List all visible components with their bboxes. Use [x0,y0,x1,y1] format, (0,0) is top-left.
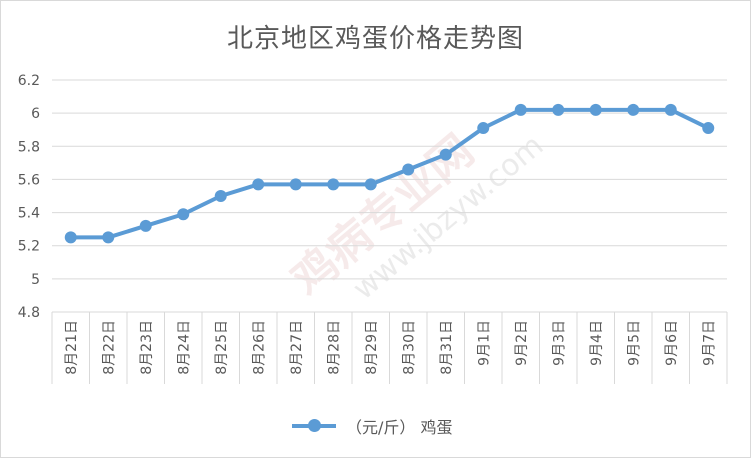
y-tick-label: 5.2 [18,239,40,255]
chart-title: 北京地区鸡蛋价格走势图 [226,24,524,54]
x-tick-label: 8月29日 [364,320,380,375]
data-point [552,103,565,116]
legend-label: （元/斤） 鸡蛋 [346,418,453,437]
y-tick-label: 6.2 [18,73,40,89]
data-point [139,219,152,232]
x-tick-label: 8月25日 [214,320,230,375]
x-tick-label: 9月4日 [589,320,605,366]
x-tick-label: 8月21日 [64,320,80,375]
data-point [252,178,265,191]
x-tick-label: 8月24日 [176,320,192,375]
legend: （元/斤） 鸡蛋 [292,414,452,438]
x-tick-label: 8月30日 [401,320,417,375]
x-tick-label: 9月6日 [664,320,680,366]
data-point [514,103,527,116]
data-point [664,103,677,116]
y-tick-label: 4.8 [18,305,40,321]
data-point [289,178,302,191]
x-tick-label: 9月2日 [514,320,530,366]
x-tick-label: 9月1日 [476,320,492,366]
data-point [364,178,377,191]
data-point [102,231,115,244]
series-line [68,107,711,240]
y-tick-label: 6 [31,106,40,122]
x-tick-label: 8月23日 [139,320,155,375]
data-point [177,208,190,221]
data-point [214,190,227,202]
data-point [627,103,640,116]
x-tick-label: 9月5日 [626,320,642,366]
x-tick-label: 9月7日 [701,320,717,366]
y-tick-label: 5.6 [18,172,40,188]
data-point [477,122,490,135]
y-tick-label: 5.8 [18,139,40,155]
data-point [702,122,715,135]
data-point [402,163,415,176]
x-tick-label: 8月31日 [439,320,455,375]
x-tick-label: 8月26日 [251,320,267,375]
x-tick-label: 8月28日 [326,320,342,375]
y-tick-label: 5.4 [18,206,40,222]
data-point [64,231,77,244]
y-tick-label: 5 [31,272,40,288]
data-point [439,148,452,161]
x-tick-label: 9月3日 [551,320,567,366]
x-tick-label: 8月27日 [289,320,305,375]
data-point [327,178,340,191]
x-tick-label: 8月22日 [101,320,117,375]
data-point [589,103,602,116]
legend-marker [292,419,336,432]
